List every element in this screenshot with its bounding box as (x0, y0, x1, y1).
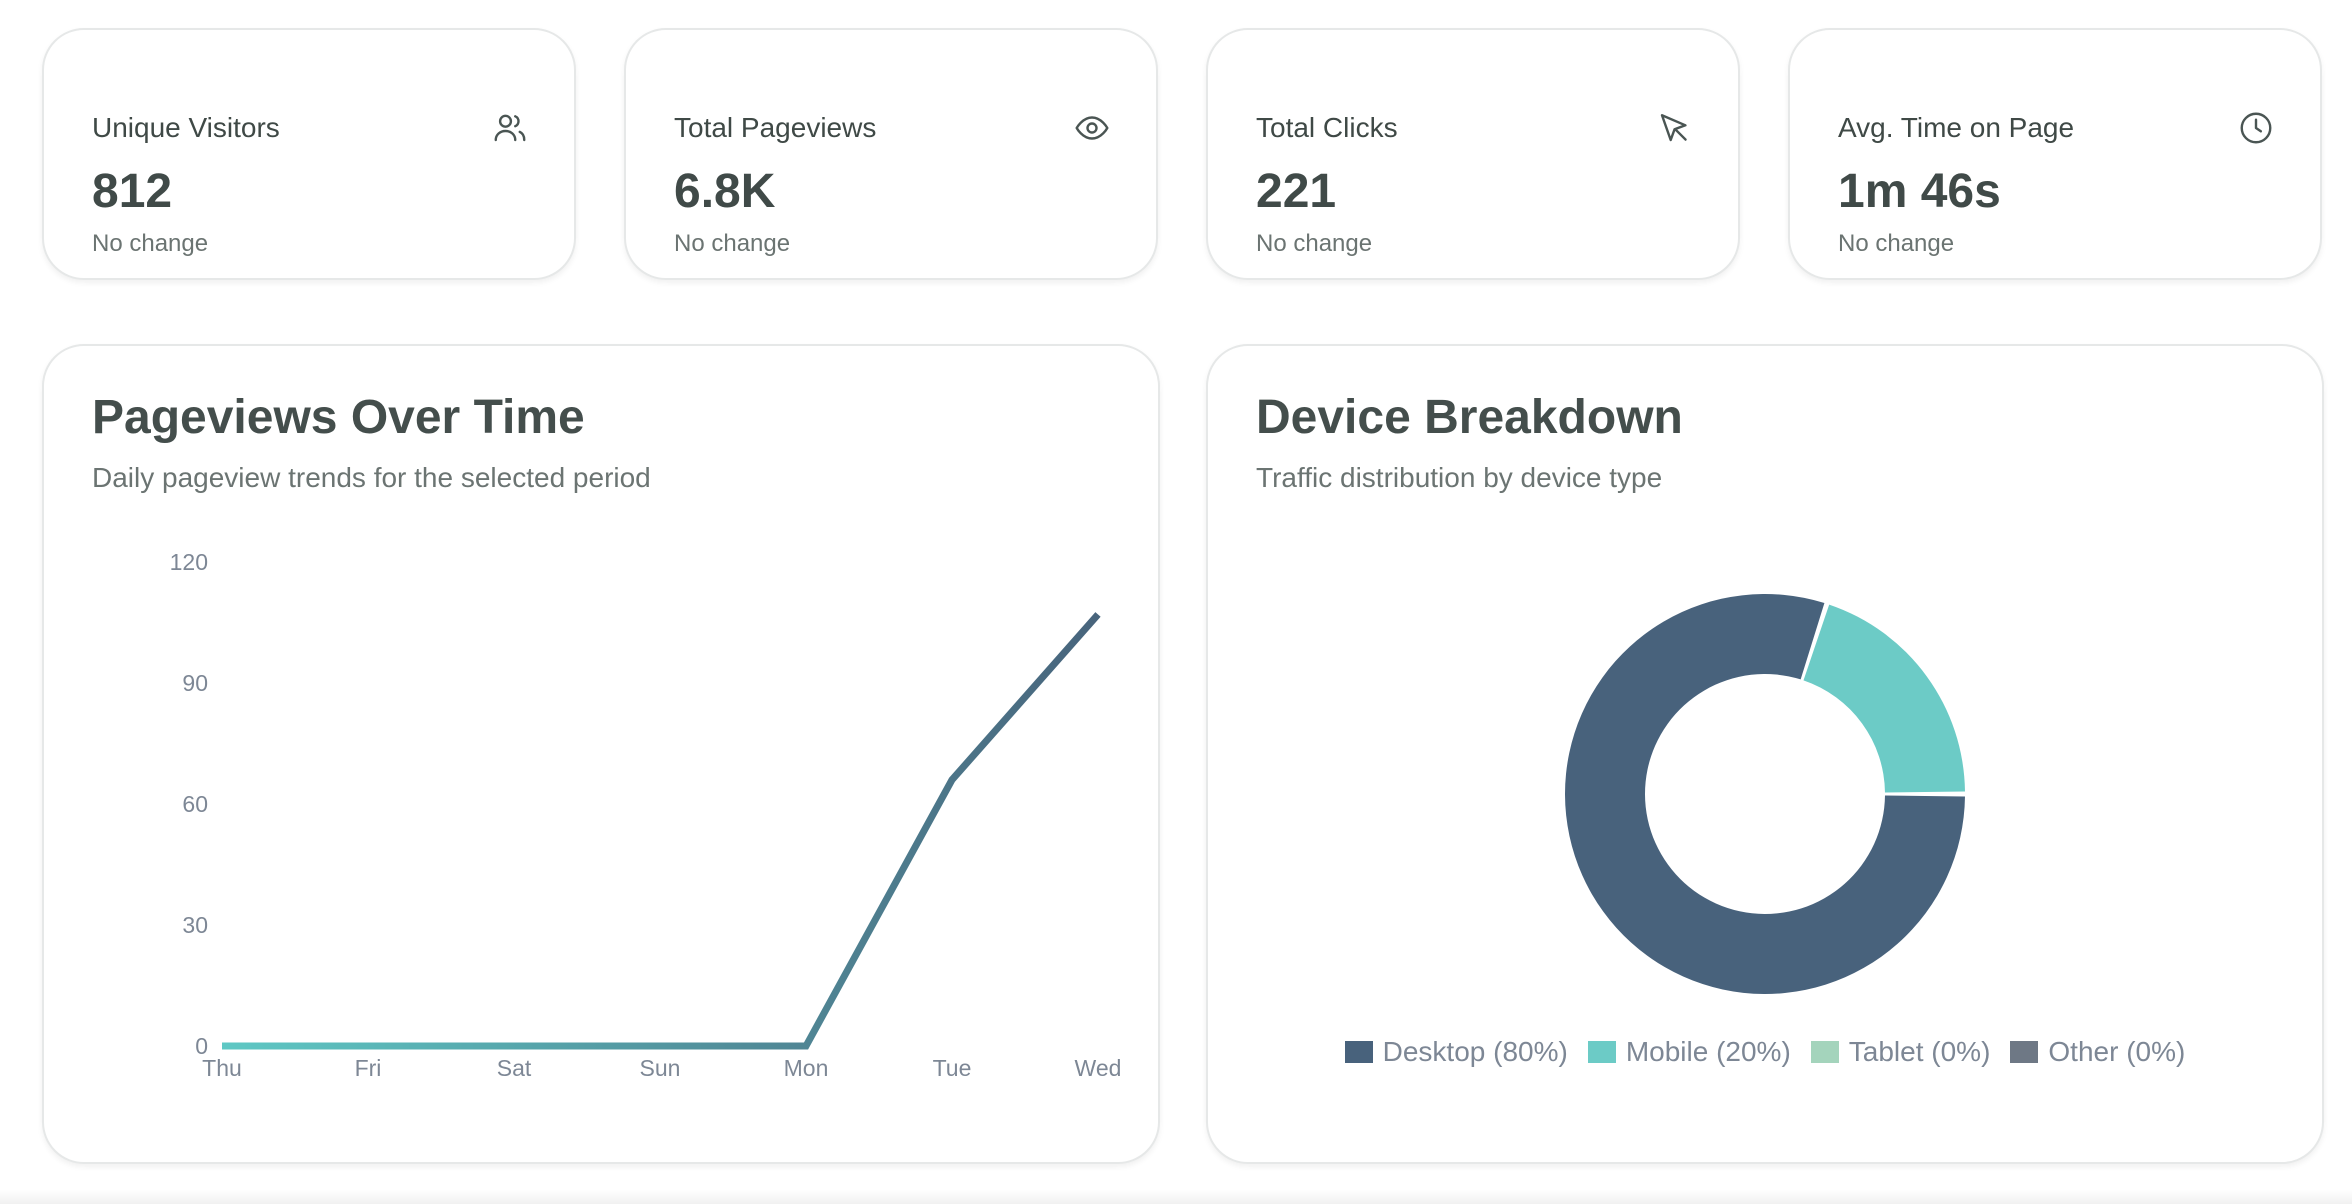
legend-swatch (2010, 1041, 2039, 1063)
x-tick-label: Sun (640, 1055, 681, 1081)
legend-swatch (1810, 1041, 1839, 1063)
legend-label: Tablet (0%) (1848, 1036, 1991, 1067)
data-point-tue[interactable] (946, 774, 958, 786)
device-legend: Desktop (80%) Mobile (20%) Tablet (0%) O… (1208, 1036, 2322, 1068)
stat-value: 1m 46s (1838, 165, 2001, 218)
data-point-sat[interactable] (508, 1040, 520, 1052)
data-point-mon[interactable] (800, 1040, 812, 1052)
legend-label: Other (0%) (2048, 1036, 2186, 1067)
page-bottom-edge (0, 1190, 2352, 1204)
pageviews-line-chart: 0 30 60 90 120 Thu Fri Sat Sun Mon Tue Wed (170, 549, 1122, 1081)
pageviews-over-time-card: Pageviews Over Time Daily pageview trend… (42, 344, 1160, 1164)
cursor-icon (1656, 110, 1692, 146)
y-tick-label: 90 (182, 670, 208, 696)
panel-title: Pageviews Over Time (92, 391, 585, 444)
stat-label: Avg. Time on Page (1838, 112, 2075, 143)
data-point-wed[interactable] (1092, 608, 1104, 620)
x-tick-label: Thu (202, 1055, 242, 1081)
data-point-sun[interactable] (654, 1040, 666, 1052)
stat-label: Total Pageviews (674, 112, 877, 143)
data-point-fri[interactable] (362, 1040, 374, 1052)
stat-label: Unique Visitors (92, 112, 280, 143)
stat-label: Total Clicks (1256, 112, 1398, 143)
eye-icon (1074, 110, 1110, 146)
stat-value: 6.8K (674, 165, 776, 218)
x-tick-label: Mon (784, 1055, 829, 1081)
y-tick-label: 60 (182, 791, 208, 817)
legend-item-tablet[interactable]: Tablet (0%) (1810, 1036, 1991, 1068)
legend-label: Mobile (20%) (1625, 1036, 1791, 1067)
stat-change: No change (92, 230, 209, 257)
x-tick-label: Sat (497, 1055, 532, 1081)
x-tick-label: Tue (933, 1055, 972, 1081)
stat-change: No change (674, 230, 791, 257)
stat-change: No change (1838, 230, 1955, 257)
donut-slice-desktop[interactable] (1565, 593, 1965, 995)
series-line-pageviews[interactable] (222, 612, 1101, 1050)
legend-swatch (1344, 1041, 1373, 1063)
x-tick-label: Wed (1075, 1055, 1122, 1081)
clock-icon (2238, 110, 2274, 146)
y-tick-label: 30 (182, 912, 208, 938)
data-point-thu[interactable] (216, 1040, 228, 1052)
legend-item-mobile[interactable]: Mobile (20%) (1587, 1036, 1791, 1068)
donut-slice-mobile[interactable] (1803, 604, 1965, 793)
panel-title: Device Breakdown (1256, 391, 1683, 444)
y-tick-label: 0 (195, 1033, 208, 1059)
legend-label: Desktop (80%) (1382, 1036, 1568, 1067)
legend-item-other[interactable]: Other (0%) (2010, 1036, 2185, 1068)
stat-card-unique-visitors: Unique Visitors 812 No change (42, 28, 576, 280)
panel-subtitle: Traffic distribution by device type (1256, 462, 1663, 493)
device-breakdown-card: Device Breakdown Traffic distribution by… (1206, 344, 2324, 1164)
x-tick-label: Fri (355, 1055, 382, 1081)
stat-change: No change (1256, 230, 1373, 257)
stat-card-avg-time-on-page: Avg. Time on Page 1m 46s No change (1788, 28, 2322, 280)
device-donut-chart (1565, 593, 1965, 995)
stat-value: 221 (1256, 165, 1337, 218)
users-icon (492, 110, 528, 146)
legend-swatch (1587, 1041, 1616, 1063)
panel-subtitle: Daily pageview trends for the selected p… (92, 462, 651, 493)
stat-card-total-clicks: Total Clicks 221 No change (1206, 28, 1740, 280)
stat-value: 812 (92, 165, 173, 218)
legend-item-desktop[interactable]: Desktop (80%) (1344, 1036, 1568, 1068)
stat-card-total-pageviews: Total Pageviews 6.8K No change (624, 28, 1158, 280)
y-tick-label: 120 (170, 549, 208, 575)
